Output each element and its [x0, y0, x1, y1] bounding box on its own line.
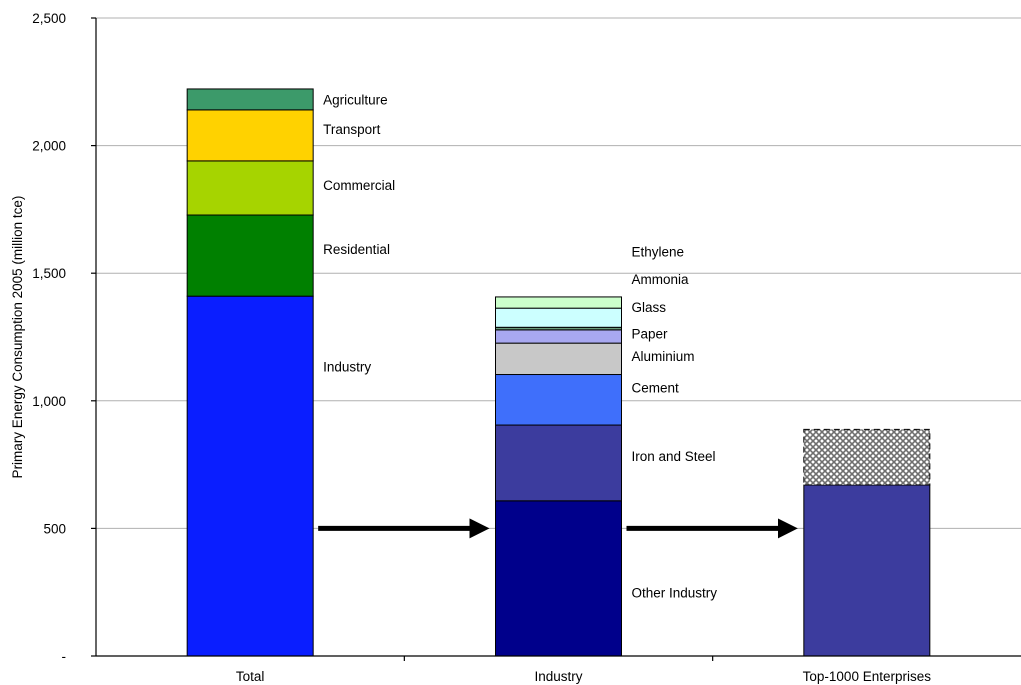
segment-label-agriculture: Agriculture [323, 92, 388, 107]
y-tick-label: 2,500 [32, 11, 66, 26]
segment-label-commercial: Commercial [323, 178, 395, 193]
bar-segment-industry-glass [495, 307, 622, 328]
segment-label-iron-and-steel: Iron and Steel [632, 449, 716, 464]
x-tick-label: Top-1000 Enterprises [803, 669, 932, 684]
segment-label-ethylene: Ethylene [632, 245, 685, 260]
segment-label-ammonia: Ammonia [632, 272, 690, 287]
bar-segment-industry-iron-and-steel [495, 424, 622, 502]
bar-segment-industry-ethylene [495, 296, 622, 309]
y-tick-label: 1,500 [32, 266, 66, 281]
x-tick-label: Industry [534, 669, 582, 684]
y-axis-title: Primary Energy Consumption 2005 (million… [10, 196, 25, 479]
bar-segment-industry-other-industry [495, 500, 622, 657]
segment-label-cement: Cement [632, 381, 680, 396]
bar-segment-top-1000-enterprises [803, 484, 931, 657]
bar-segment-top-1000-enterprises [803, 428, 931, 486]
axes: - 500 1,000 1,500 2,000 2,500 Total Industry Top… [32, 11, 1021, 684]
segment-label-residential: Residential [323, 242, 390, 257]
y-tick-label: 500 [43, 521, 66, 536]
segment-label-industry: Industry [323, 359, 371, 374]
x-tick-label: Total [236, 669, 265, 684]
bars [186, 88, 931, 657]
segment-label-aluminium: Aluminium [632, 349, 695, 364]
bar-segment-industry-aluminium [495, 342, 622, 376]
bar-segment-total-industry [186, 295, 314, 657]
y-tick-label: - [62, 649, 67, 664]
bar-segment-total-commercial [186, 160, 314, 216]
segment-label-glass: Glass [632, 300, 667, 315]
y-tick-label: 2,000 [32, 139, 66, 154]
y-tick-label: 1,000 [32, 394, 66, 409]
segment-labels: Agriculture Transport Commercial Residentia… [323, 92, 717, 600]
segment-label-paper: Paper [632, 327, 669, 342]
bar-segment-total-agriculture [186, 88, 314, 111]
segment-label-other-industry: Other Industry [632, 586, 718, 601]
bar-segment-industry-paper [495, 329, 622, 344]
bar-segment-industry-cement [495, 374, 622, 426]
bar-segment-total-residential [186, 214, 314, 297]
segment-label-transport: Transport [323, 122, 381, 137]
bar-segment-total-transport [186, 109, 314, 162]
